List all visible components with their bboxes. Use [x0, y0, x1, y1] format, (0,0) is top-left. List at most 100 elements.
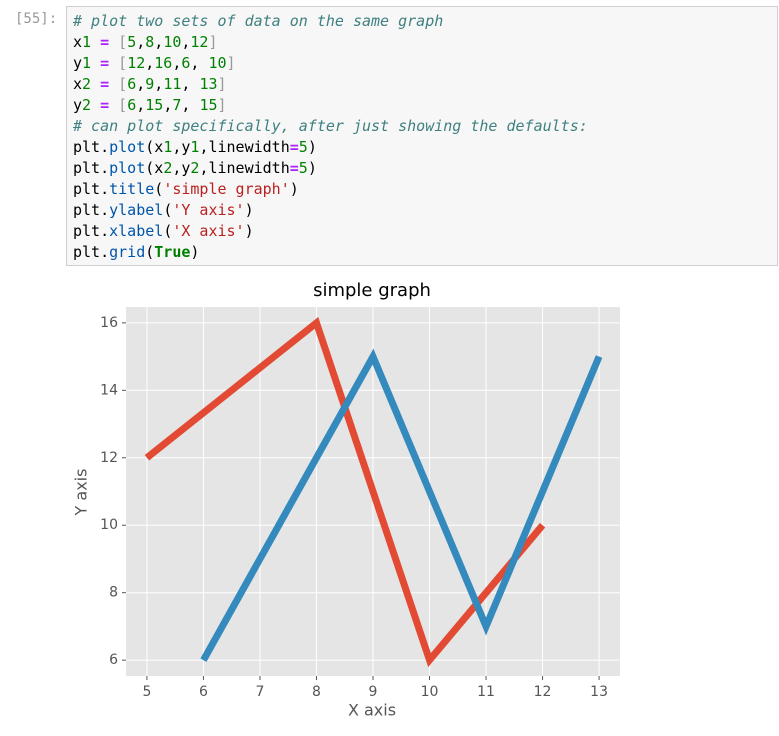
x-axis-label: X axis — [348, 701, 396, 720]
code-token: [ — [118, 54, 128, 72]
code-token — [109, 75, 118, 93]
x-tick-label: 13 — [590, 684, 608, 700]
code-token — [109, 54, 118, 72]
code-token: plt. — [73, 201, 110, 219]
code-line: y2 = [6,15,7, 15] — [73, 95, 771, 116]
x-tick-label: 5 — [142, 684, 151, 700]
code-token: , — [136, 33, 146, 51]
code-token — [91, 75, 100, 93]
code-token: 1 — [163, 138, 173, 156]
code-token: x — [73, 75, 83, 93]
y-tick-label: 16 — [100, 315, 118, 331]
code-token: grid — [109, 243, 146, 261]
code-token — [109, 33, 118, 51]
code-token: [ — [118, 96, 128, 114]
code-token: 10 — [208, 54, 227, 72]
x-tick-label: 10 — [421, 684, 439, 700]
code-token: 'X axis' — [172, 222, 245, 240]
code-token: = — [289, 159, 299, 177]
code-token: plt. — [73, 138, 110, 156]
code-line: plt.xlabel('X axis') — [73, 221, 771, 242]
code-token: (x — [145, 159, 164, 177]
code-token: ) — [289, 180, 299, 198]
code-token: 1 — [82, 54, 92, 72]
code-token: , — [181, 75, 200, 93]
x-tick-label: 9 — [369, 684, 378, 700]
code-token: 'simple graph' — [163, 180, 290, 198]
code-token: 15 — [145, 96, 164, 114]
code-token: ] — [208, 33, 218, 51]
code-cell[interactable]: # plot two sets of data on the same grap… — [66, 6, 778, 266]
code-token: ) — [190, 243, 200, 261]
x-tick-label: 6 — [199, 684, 208, 700]
code-token: ) — [307, 138, 317, 156]
code-token: 12 — [190, 33, 209, 51]
code-token: 2 — [82, 75, 92, 93]
code-token: 5 — [298, 159, 308, 177]
chart: simple graph X axis Y axis 5 6 7 8 9 10 11 12 13… — [72, 280, 620, 720]
code-token: , — [136, 75, 146, 93]
code-token: xlabel — [109, 222, 164, 240]
code-token: [ — [118, 33, 128, 51]
code-token: x — [73, 33, 83, 51]
code-token: ) — [307, 159, 317, 177]
code-token: , — [163, 96, 173, 114]
code-token: True — [154, 243, 191, 261]
code-token: 2 — [163, 159, 173, 177]
code-line: y1 = [12,16,6, 10] — [73, 53, 771, 74]
code-token: = — [100, 33, 110, 51]
code-token: y — [73, 96, 83, 114]
code-token: ] — [226, 54, 236, 72]
line-series — [200, 348, 603, 662]
code-token: = — [289, 138, 299, 156]
x-tick-label: 12 — [534, 684, 552, 700]
code-token: plt. — [73, 243, 110, 261]
code-line: plt.plot(x2,y2,linewidth=5) — [73, 158, 771, 179]
code-token: 'Y axis' — [172, 201, 245, 219]
code-token: (x — [145, 138, 164, 156]
code-line: x1 = [5,8,10,12] — [73, 32, 771, 53]
y-tick-label: 12 — [100, 450, 118, 466]
code-token: ylabel — [109, 201, 164, 219]
code-token: , — [136, 96, 146, 114]
code-token: 6 — [181, 54, 191, 72]
code-token: ,y — [172, 138, 191, 156]
code-token: , — [154, 33, 164, 51]
code-line: plt.title('simple graph') — [73, 179, 771, 200]
code-token: 5 — [127, 33, 137, 51]
prompt: [55]: — [15, 11, 58, 27]
code-token: 11 — [163, 75, 182, 93]
code-line: # plot two sets of data on the same grap… — [73, 11, 771, 32]
code-token: ,linewidth — [199, 159, 290, 177]
code-token: , — [190, 54, 209, 72]
y-axis-label: Y axis — [72, 469, 91, 517]
code-token: 1 — [190, 138, 200, 156]
code-token: ) — [244, 222, 254, 240]
code-token: , — [181, 96, 200, 114]
code-token: 5 — [298, 138, 308, 156]
code-token: = — [100, 96, 110, 114]
y-tick-label: 8 — [109, 585, 118, 601]
code-token: 16 — [154, 54, 173, 72]
y-tick-label: 14 — [100, 382, 118, 398]
code-line: plt.ylabel('Y axis') — [73, 200, 771, 221]
y-tick-label: 10 — [100, 517, 118, 533]
code-token: # can plot specifically, after just show… — [73, 117, 588, 135]
code-token: ( — [163, 222, 173, 240]
x-tick-label: 7 — [255, 684, 264, 700]
code-token: 8 — [145, 33, 155, 51]
y-tick-label: 6 — [109, 652, 118, 668]
code-token: 10 — [163, 33, 182, 51]
code-token — [91, 96, 100, 114]
code-token: ( — [163, 201, 173, 219]
code-token: , — [181, 33, 191, 51]
code-token: 1 — [82, 33, 92, 51]
code-token: = — [100, 54, 110, 72]
code-line: # can plot specifically, after just show… — [73, 116, 771, 137]
code-token: ( — [154, 180, 164, 198]
code-token — [109, 96, 118, 114]
code-token: ] — [217, 96, 227, 114]
x-tick-label: 8 — [312, 684, 321, 700]
code-token: # plot two sets of data on the same grap… — [73, 12, 444, 30]
